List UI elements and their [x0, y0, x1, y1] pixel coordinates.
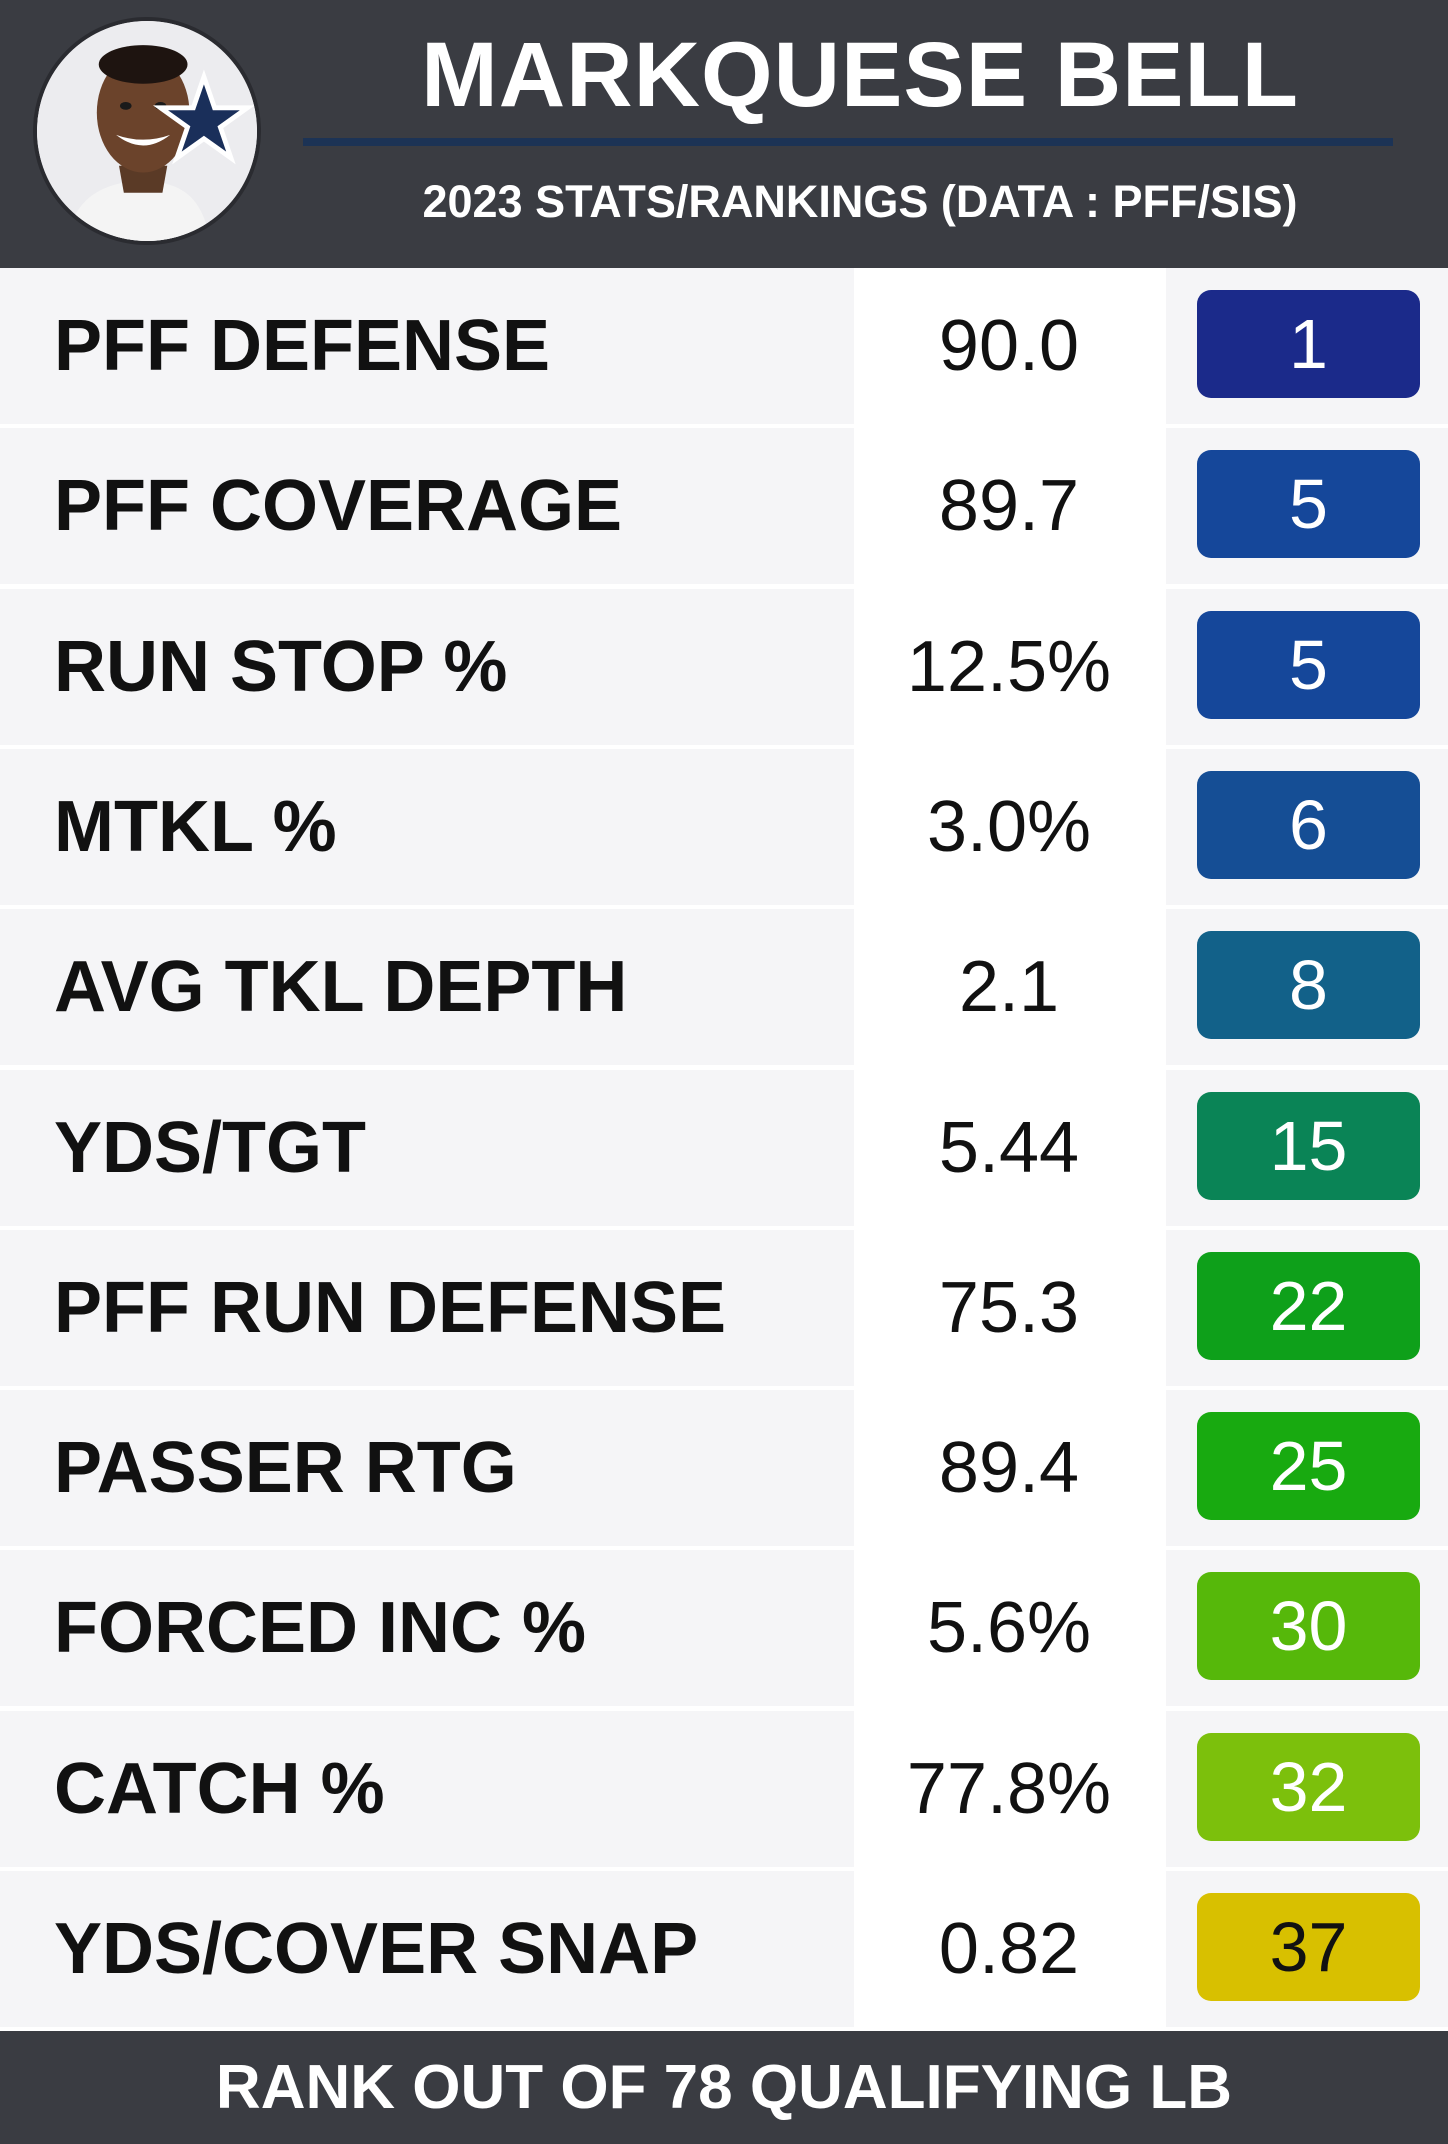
- stat-value-cell: 5.44: [859, 1070, 1159, 1226]
- rank-badge: 15: [1197, 1092, 1420, 1200]
- stat-value-cell: 89.7: [859, 428, 1159, 584]
- stat-label-cell: RUN STOP %: [0, 589, 854, 745]
- stats-table: PFF DEFENSE 90.0 1 PFF COVERAGE 89.7 5 RUN STO…: [0, 268, 1448, 2031]
- rank-badge: 37: [1197, 1893, 1420, 2001]
- rank-badge: 30: [1197, 1572, 1420, 1680]
- rank-badge: 22: [1197, 1252, 1420, 1360]
- footer-note: RANK OUT OF 78 QUALIFYING LB: [0, 2031, 1448, 2144]
- header: MARKQUESE BELL 2023 STATS/RANKINGS (DATA…: [0, 0, 1448, 268]
- stat-value-cell: 90.0: [859, 268, 1159, 424]
- stat-label: FORCED INC %: [54, 1588, 587, 1668]
- stat-value: 2.1: [958, 947, 1060, 1027]
- stat-value-cell: 12.5%: [859, 589, 1159, 745]
- stat-label: MTKL %: [54, 787, 337, 867]
- stat-value: 77.8%: [906, 1749, 1112, 1829]
- rank-badge: 5: [1197, 450, 1420, 558]
- rank-badge: 25: [1197, 1412, 1420, 1520]
- page-title: MARKQUESE BELL: [421, 24, 1299, 126]
- rank-badge: 6: [1197, 771, 1420, 879]
- stat-value: 0.82: [938, 1909, 1080, 1989]
- table-row: PFF RUN DEFENSE 75.3 22: [0, 1230, 1448, 1386]
- table-row: MTKL % 3.0% 6: [0, 749, 1448, 905]
- stat-rank-cell: 32: [1166, 1711, 1448, 1867]
- table-row: PASSER RTG 89.4 25: [0, 1390, 1448, 1546]
- stat-value: 75.3: [938, 1268, 1080, 1348]
- stat-value: 90.0: [938, 306, 1080, 386]
- stat-label: RUN STOP %: [54, 627, 508, 707]
- stat-value: 5.44: [938, 1108, 1080, 1188]
- rank-badge: 32: [1197, 1733, 1420, 1841]
- stat-label-cell: PASSER RTG: [0, 1390, 854, 1546]
- player-headshot-with-star-logo-icon: [37, 21, 257, 241]
- stat-label: PASSER RTG: [54, 1428, 517, 1508]
- stat-rank-cell: 8: [1166, 909, 1448, 1065]
- stat-rank-cell: 15: [1166, 1070, 1448, 1226]
- stat-label-cell: FORCED INC %: [0, 1550, 854, 1706]
- rank-badge: 1: [1197, 290, 1420, 398]
- stat-label: PFF COVERAGE: [54, 466, 623, 546]
- title-divider: [303, 138, 1393, 146]
- stat-rank-cell: 30: [1166, 1550, 1448, 1706]
- player-avatar: [33, 17, 261, 245]
- stat-rank-cell: 5: [1166, 589, 1448, 745]
- stat-label-cell: PFF RUN DEFENSE: [0, 1230, 854, 1386]
- rank-badge: 8: [1197, 931, 1420, 1039]
- table-row: RUN STOP % 12.5% 5: [0, 589, 1448, 745]
- stat-label-cell: YDS/TGT: [0, 1070, 854, 1226]
- stat-value-cell: 77.8%: [859, 1711, 1159, 1867]
- stat-value: 3.0%: [926, 787, 1092, 867]
- table-row: YDS/TGT 5.44 15: [0, 1070, 1448, 1226]
- stat-label-cell: MTKL %: [0, 749, 854, 905]
- table-row: PFF COVERAGE 89.7 5: [0, 428, 1448, 584]
- stat-rank-cell: 37: [1166, 1871, 1448, 2027]
- stat-label: PFF RUN DEFENSE: [54, 1268, 727, 1348]
- page-subtitle: 2023 STATS/RANKINGS (DATA : PFF/SIS): [422, 176, 1298, 227]
- stat-label-cell: YDS/COVER SNAP: [0, 1871, 854, 2027]
- stat-rank-cell: 6: [1166, 749, 1448, 905]
- stat-label: CATCH %: [54, 1749, 385, 1829]
- stat-rank-cell: 5: [1166, 428, 1448, 584]
- stat-label-cell: AVG TKL DEPTH: [0, 909, 854, 1065]
- stat-label-cell: PFF COVERAGE: [0, 428, 854, 584]
- stat-value-cell: 3.0%: [859, 749, 1159, 905]
- stat-label: YDS/COVER SNAP: [54, 1909, 699, 1989]
- stat-value: 89.4: [938, 1428, 1080, 1508]
- stat-value-cell: 0.82: [859, 1871, 1159, 2027]
- table-row: AVG TKL DEPTH 2.1 8: [0, 909, 1448, 1065]
- table-row: YDS/COVER SNAP 0.82 37: [0, 1871, 1448, 2027]
- stat-value-cell: 75.3: [859, 1230, 1159, 1386]
- table-row: CATCH % 77.8% 32: [0, 1711, 1448, 1867]
- stat-value: 5.6%: [926, 1588, 1092, 1668]
- rank-badge: 5: [1197, 611, 1420, 719]
- stat-value-cell: 2.1: [859, 909, 1159, 1065]
- stat-value: 12.5%: [906, 627, 1112, 707]
- stat-rank-cell: 25: [1166, 1390, 1448, 1546]
- stat-value-cell: 5.6%: [859, 1550, 1159, 1706]
- stat-label: YDS/TGT: [54, 1108, 367, 1188]
- stat-rank-cell: 22: [1166, 1230, 1448, 1386]
- stat-label: PFF DEFENSE: [54, 306, 551, 386]
- stat-value-cell: 89.4: [859, 1390, 1159, 1546]
- stat-label-cell: CATCH %: [0, 1711, 854, 1867]
- stat-rank-cell: 1: [1166, 268, 1448, 424]
- stat-value: 89.7: [938, 466, 1080, 546]
- table-row: PFF DEFENSE 90.0 1: [0, 268, 1448, 424]
- stat-label-cell: PFF DEFENSE: [0, 268, 854, 424]
- table-row: FORCED INC % 5.6% 30: [0, 1550, 1448, 1706]
- stat-label: AVG TKL DEPTH: [54, 947, 628, 1027]
